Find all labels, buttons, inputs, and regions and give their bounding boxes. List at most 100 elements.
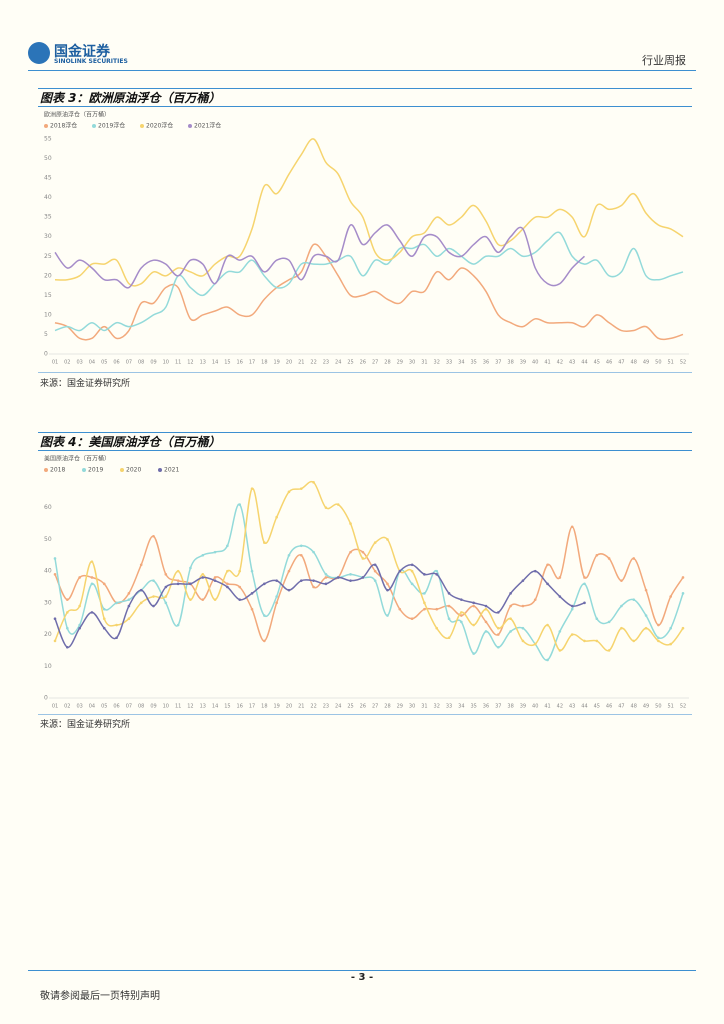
point — [189, 566, 192, 570]
x-tick-label: 23 — [323, 704, 329, 710]
x-tick-label: 22 — [310, 704, 316, 710]
x-tick-label: 40 — [532, 704, 538, 710]
y-tick-label: 60 — [44, 504, 52, 511]
rule — [38, 372, 692, 373]
point — [90, 611, 94, 614]
x-tick-label: 06 — [113, 704, 119, 710]
point — [496, 611, 500, 614]
legend-label: 2020浮仓 — [146, 122, 173, 130]
point — [373, 569, 377, 573]
point — [496, 645, 500, 649]
point — [90, 582, 94, 586]
point — [570, 525, 574, 529]
point — [361, 576, 365, 579]
point — [386, 582, 389, 586]
x-tick-label: 36 — [483, 360, 489, 366]
point — [78, 626, 81, 630]
point — [139, 563, 143, 567]
point — [373, 563, 377, 567]
point — [386, 538, 389, 541]
point — [533, 642, 537, 646]
point — [681, 626, 685, 630]
point — [324, 576, 328, 579]
point — [533, 569, 537, 573]
x-tick-label: 14 — [212, 704, 218, 710]
x-tick-label: 17 — [249, 360, 255, 366]
x-tick-label: 19 — [273, 704, 279, 710]
x-tick-label: 48 — [631, 360, 637, 366]
series-line — [54, 525, 684, 642]
point — [176, 582, 180, 586]
point — [349, 522, 352, 525]
point — [127, 604, 131, 608]
point — [312, 550, 315, 554]
point — [238, 598, 242, 601]
point — [644, 588, 648, 592]
x-tick-label: 01 — [52, 360, 58, 366]
x-tick-label: 32 — [434, 360, 440, 366]
point — [644, 614, 648, 617]
point — [66, 611, 69, 614]
y-tick-label: 30 — [44, 599, 52, 606]
x-tick-label: 05 — [101, 360, 107, 366]
point — [115, 623, 118, 627]
x-tick-label: 43 — [569, 360, 575, 366]
point — [152, 534, 155, 538]
report-type: 行业周报 — [642, 54, 686, 67]
x-tick-label: 33 — [446, 704, 452, 710]
point — [250, 607, 254, 611]
point — [78, 576, 81, 579]
point — [558, 595, 562, 598]
point — [521, 626, 525, 630]
x-tick-label: 12 — [187, 704, 193, 710]
point — [176, 623, 180, 627]
x-tick-label: 16 — [237, 360, 243, 366]
chart-title: 美国原油浮仓（百万桶） — [44, 455, 110, 463]
x-tick-label: 14 — [212, 360, 218, 366]
point — [53, 557, 57, 560]
y-tick-label: 35 — [44, 214, 52, 221]
point — [238, 569, 242, 573]
point — [607, 557, 611, 560]
point — [472, 623, 475, 627]
point — [263, 614, 266, 617]
figure-title: 图表 3：欧洲原油浮仓（百万桶） — [40, 91, 221, 105]
point — [435, 626, 439, 630]
point — [595, 639, 599, 643]
source: 来源：国金证券研究所 — [40, 720, 131, 730]
point — [373, 541, 377, 544]
point — [189, 598, 192, 601]
point — [509, 592, 512, 595]
logo-cn: 国金证券 — [54, 44, 110, 60]
legend-swatch — [44, 468, 48, 472]
x-tick-label: 44 — [581, 704, 587, 710]
x-tick-label: 49 — [643, 360, 649, 366]
point — [533, 598, 537, 601]
point — [644, 626, 648, 630]
point — [546, 623, 549, 627]
point — [263, 639, 266, 643]
point — [324, 582, 328, 586]
point — [607, 649, 611, 652]
point — [336, 503, 340, 506]
x-tick-label: 31 — [421, 704, 427, 710]
point — [509, 604, 512, 608]
point — [447, 604, 451, 608]
point — [102, 607, 106, 611]
point — [226, 569, 229, 573]
point — [201, 573, 205, 576]
x-tick-label: 35 — [470, 704, 476, 710]
x-tick-label: 10 — [163, 360, 169, 366]
x-tick-label: 05 — [101, 704, 107, 710]
x-tick-label: 42 — [557, 704, 563, 710]
x-tick-label: 30 — [409, 360, 415, 366]
point — [275, 515, 278, 519]
point — [472, 601, 475, 605]
legend-swatch — [158, 468, 162, 472]
point — [632, 557, 636, 560]
point — [213, 550, 217, 554]
point — [595, 617, 599, 621]
series-line — [54, 138, 684, 287]
y-tick-label: 40 — [44, 568, 52, 575]
legend-label: 2021浮仓 — [194, 122, 221, 130]
